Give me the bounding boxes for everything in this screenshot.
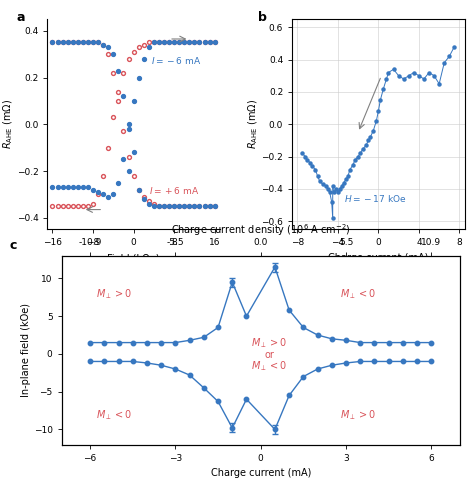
X-axis label: Field (kOe): Field (kOe): [107, 253, 160, 263]
Text: b: b: [258, 11, 266, 24]
Text: $I=-6$ mA: $I=-6$ mA: [151, 54, 201, 65]
X-axis label: Charge current density ($10^6$ A cm$^{-2}$): Charge current density ($10^6$ A cm$^{-2…: [171, 222, 351, 238]
Text: $H=-17$ kOe: $H=-17$ kOe: [344, 193, 406, 204]
Text: $M_{\perp}>0$: $M_{\perp}>0$: [251, 337, 287, 350]
X-axis label: Charge current (mA): Charge current (mA): [210, 468, 311, 478]
Text: $M_{\perp}<0$: $M_{\perp}<0$: [251, 359, 287, 373]
Text: $M_{\perp}>0$: $M_{\perp}>0$: [340, 408, 376, 422]
Text: a: a: [17, 11, 25, 24]
Text: $I=+6$ mA: $I=+6$ mA: [149, 185, 199, 196]
Text: $M_{\perp}<0$: $M_{\perp}<0$: [340, 287, 376, 301]
Y-axis label: $R_{\mathrm{AHE}}$ (m$\Omega$): $R_{\mathrm{AHE}}$ (m$\Omega$): [246, 99, 260, 149]
Text: or: or: [264, 350, 274, 359]
Text: c: c: [10, 239, 17, 252]
X-axis label: Charge current (mA): Charge current (mA): [328, 253, 428, 263]
Y-axis label: $R_{\mathrm{AHE}}$ (m$\Omega$): $R_{\mathrm{AHE}}$ (m$\Omega$): [1, 99, 15, 149]
Text: $M_{\perp}>0$: $M_{\perp}>0$: [96, 287, 131, 301]
Y-axis label: In-plane field (kOe): In-plane field (kOe): [21, 303, 31, 397]
Text: $M_{\perp}<0$: $M_{\perp}<0$: [96, 408, 131, 422]
